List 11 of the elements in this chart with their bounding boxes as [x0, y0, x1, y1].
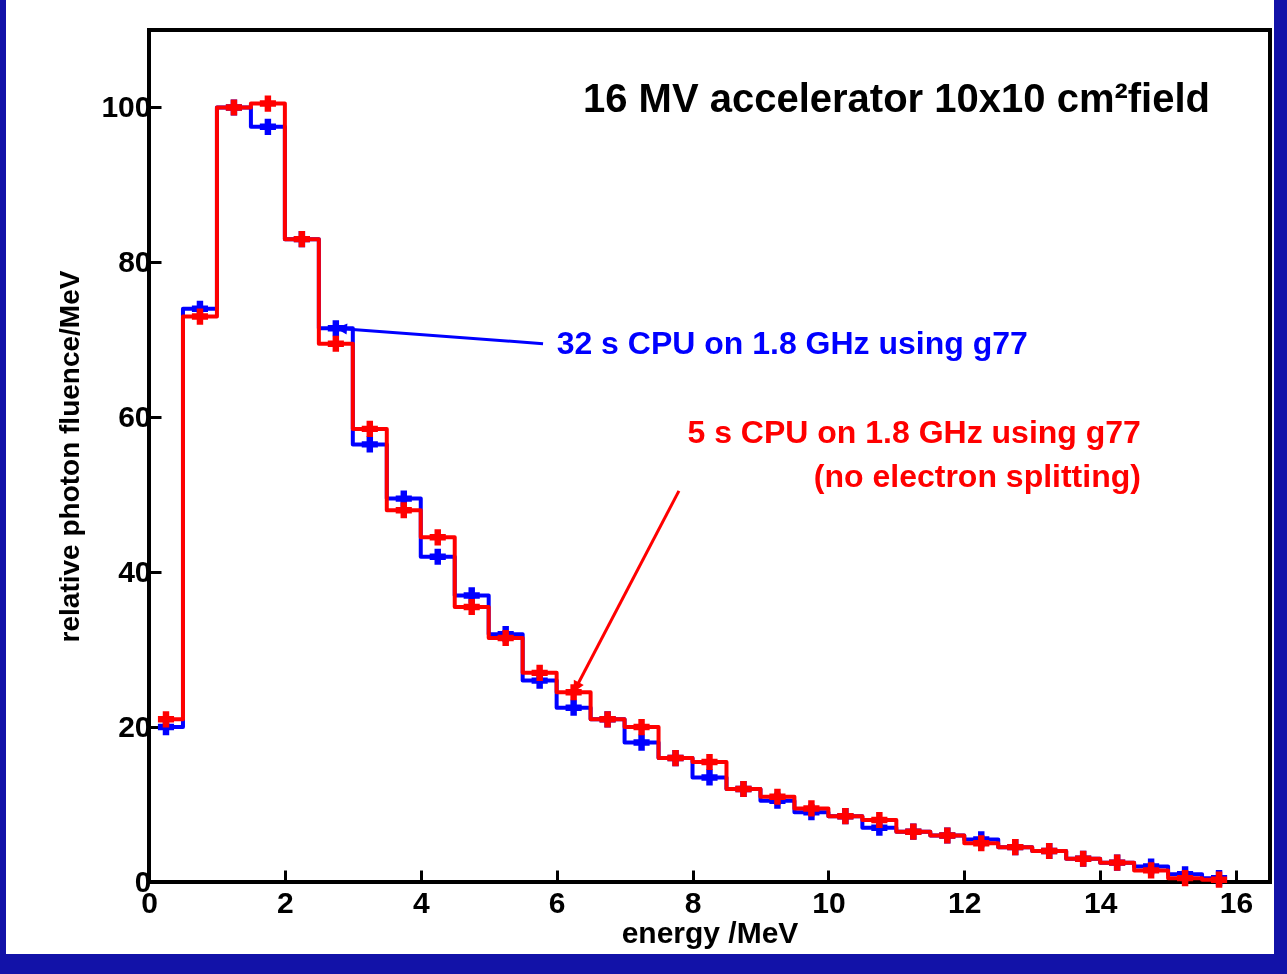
x-tick-label: 16	[1219, 885, 1254, 919]
x-tick-label: 10	[812, 885, 846, 919]
x-tick-label: 14	[1083, 885, 1118, 919]
text: 16 MV accelerator 10x10 cm²field	[582, 76, 1210, 120]
x-tick-label: 12	[948, 885, 982, 919]
annotation: 32 s CPU on 1.8 GHz using g77	[556, 324, 1028, 361]
annotation: 5 s CPU on 1.8 GHz using g77 (no electron splitting)	[687, 413, 1141, 494]
x-tick-label: 2	[277, 885, 294, 919]
y-axis-title: relative photon fluence/MeV	[54, 270, 86, 643]
x-tick-label: 6	[548, 885, 566, 919]
x-tick-label: 4	[412, 885, 430, 919]
